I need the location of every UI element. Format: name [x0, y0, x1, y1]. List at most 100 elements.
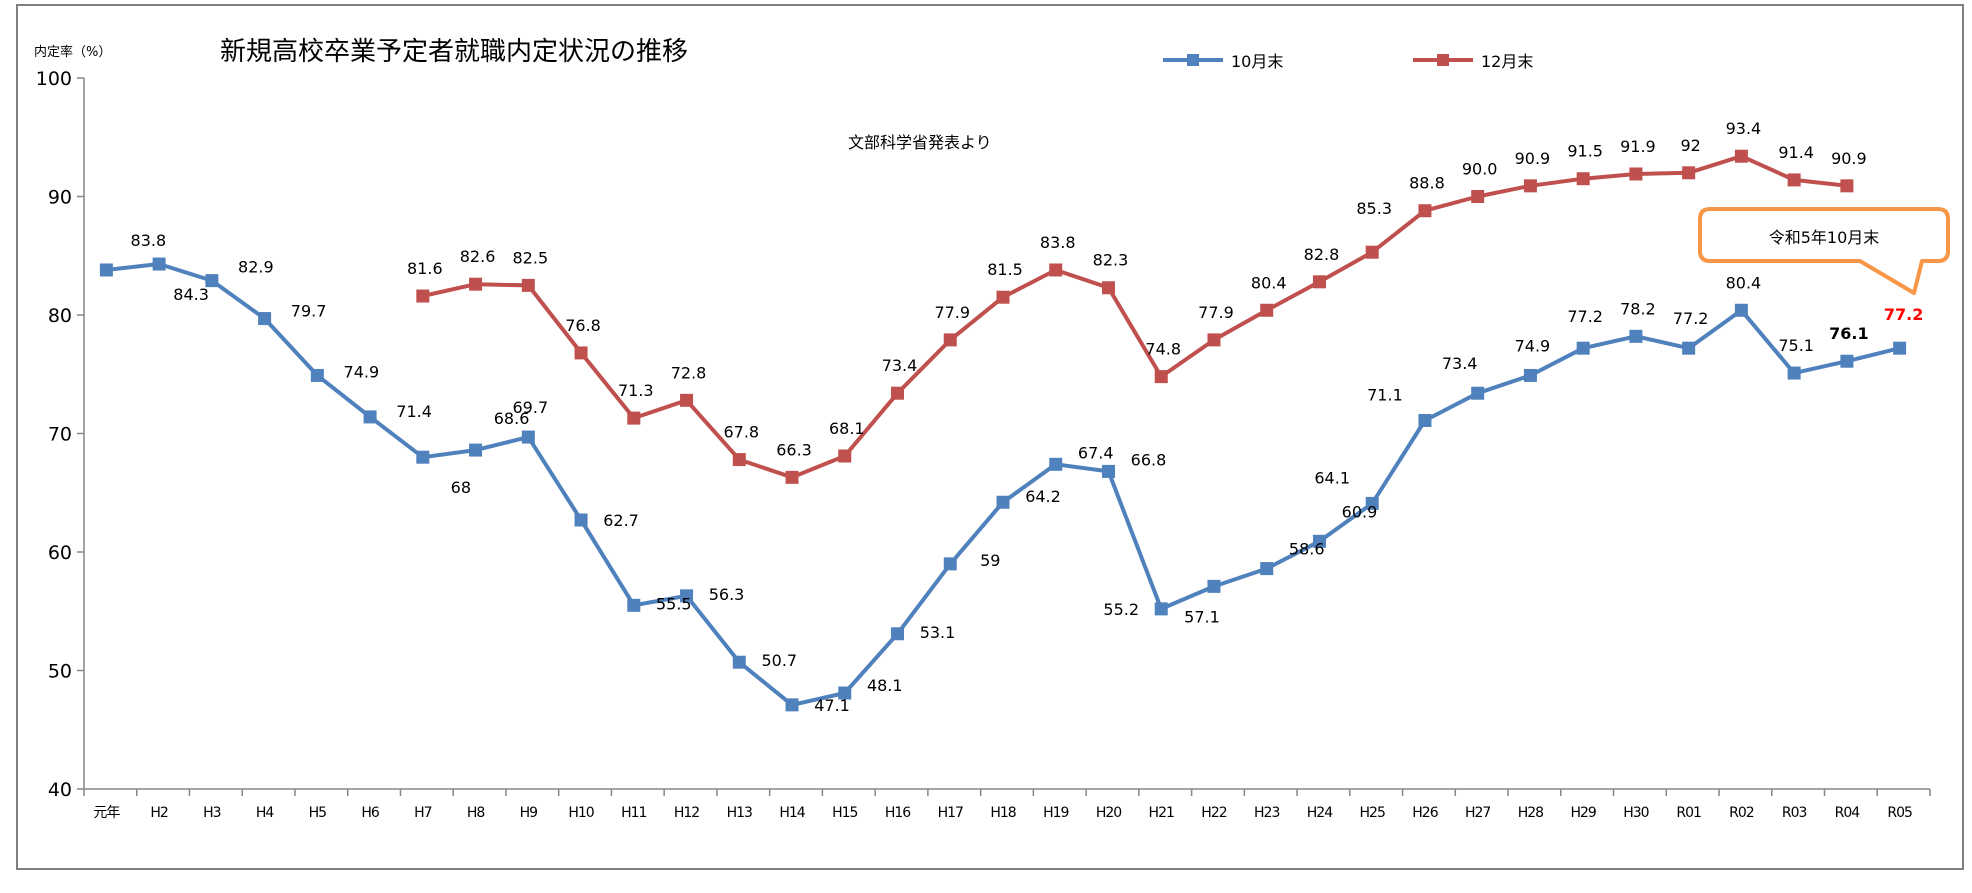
data-label: 90.9 [1831, 149, 1867, 168]
data-point [732, 453, 746, 467]
data-label: 64.2 [1025, 487, 1061, 506]
callout-text: 令和5年10月末 [1769, 228, 1880, 247]
data-point [1471, 190, 1485, 203]
data-point [1471, 386, 1485, 400]
data-label: 74.8 [1145, 340, 1181, 359]
data-point [838, 449, 852, 463]
data-label: 81.5 [987, 260, 1023, 279]
x-tick-label: H8 [467, 805, 485, 821]
data-point [1049, 457, 1063, 471]
data-point [1787, 366, 1801, 380]
series-layer [99, 149, 1907, 712]
x-tick-label: H3 [203, 805, 221, 821]
data-label: 82.3 [1093, 251, 1129, 270]
data-point [1312, 275, 1326, 289]
data-label: 77.2 [1673, 309, 1709, 328]
data-label: 62.7 [603, 511, 639, 530]
data-label: 64.1 [1314, 468, 1350, 487]
data-point [1207, 333, 1221, 347]
data-label: 66.3 [776, 440, 812, 459]
x-tick-label: H15 [832, 805, 857, 821]
data-point [258, 312, 272, 326]
data-point [469, 277, 483, 291]
data-label: 73.4 [882, 356, 918, 375]
data-point [1734, 149, 1748, 163]
data-label: 80.4 [1251, 273, 1287, 292]
data-point [1418, 413, 1432, 427]
data-label: 92 [1680, 136, 1700, 155]
data-label: 60.9 [1342, 502, 1378, 521]
data-point [1154, 370, 1168, 384]
data-label: 88.8 [1409, 174, 1445, 193]
x-tick-label: H19 [1043, 805, 1068, 821]
x-tick-label: H20 [1096, 805, 1121, 821]
data-label: 67.4 [1078, 443, 1114, 462]
x-tick-label: H16 [885, 805, 911, 821]
data-point [891, 627, 905, 641]
data-label: 80.4 [1726, 273, 1762, 292]
data-point [1260, 303, 1274, 317]
data-point [785, 698, 799, 712]
callout-box [1698, 207, 1950, 295]
legend-label: 12月末 [1481, 52, 1533, 71]
data-label: 57.1 [1184, 607, 1220, 626]
data-point [1207, 579, 1221, 593]
x-tick-label: H24 [1307, 805, 1333, 821]
data-label: 71.4 [396, 402, 432, 421]
data-point [1734, 303, 1748, 317]
legend: 10月末 12月末 [1163, 52, 1533, 71]
data-point [1049, 263, 1063, 277]
y-tick-label: 80 [48, 305, 72, 327]
data-label: 82.8 [1304, 245, 1340, 264]
x-tick-label: H9 [520, 805, 538, 821]
legend-marker [1187, 54, 1199, 66]
data-point [416, 450, 430, 464]
data-label: 69.7 [513, 398, 549, 417]
x-tick-label: H5 [309, 805, 327, 821]
data-label: 55.5 [656, 594, 692, 613]
data-label: 74.9 [344, 362, 380, 381]
data-label: 91.9 [1620, 137, 1656, 156]
data-point [891, 386, 905, 400]
data-label: 77.2 [1884, 305, 1923, 324]
data-point [1893, 341, 1907, 355]
data-label: 56.3 [709, 585, 745, 604]
data-label: 91.4 [1778, 143, 1814, 162]
data-point [521, 430, 535, 444]
x-tick-label: H11 [621, 805, 646, 821]
data-label: 68.1 [829, 419, 865, 438]
data-point [1260, 562, 1274, 576]
data-point [1523, 368, 1537, 382]
data-point [310, 368, 324, 382]
data-point [469, 443, 483, 457]
x-tick-label: R04 [1835, 805, 1861, 821]
chart-subtitle: 文部科学省発表より [848, 133, 992, 152]
data-label: 53.1 [920, 623, 956, 642]
data-label: 93.4 [1726, 119, 1762, 138]
data-label: 67.8 [723, 423, 759, 442]
series-2 [416, 149, 1854, 484]
x-tick-label: H14 [779, 805, 805, 821]
legend-marker [1437, 54, 1449, 66]
data-point [1576, 341, 1590, 355]
data-label: 47.1 [814, 696, 850, 715]
axes: 40 50 60 70 80 90 100 元年 H2 H3 H4 H5 H6 H7 H8 H9 H10 H11 H… [36, 68, 1931, 821]
y-tick-label: 90 [48, 187, 72, 209]
data-point [1787, 173, 1801, 187]
data-label: 59 [980, 551, 1000, 570]
data-label: 84.3 [173, 285, 209, 304]
data-point [680, 589, 694, 603]
data-point [627, 411, 641, 425]
data-label: 83.8 [131, 231, 167, 250]
data-point [996, 290, 1010, 304]
x-tick-label: H2 [150, 805, 168, 821]
series-line [422, 154, 1848, 480]
data-label: 71.1 [1367, 385, 1403, 404]
data-point [1682, 341, 1696, 355]
x-tick-label: H27 [1465, 805, 1490, 821]
data-label: 78.2 [1620, 299, 1656, 318]
data-point [838, 686, 852, 700]
y-axis-label: 内定率（%） [34, 44, 111, 60]
x-tick-label: H30 [1623, 805, 1648, 821]
